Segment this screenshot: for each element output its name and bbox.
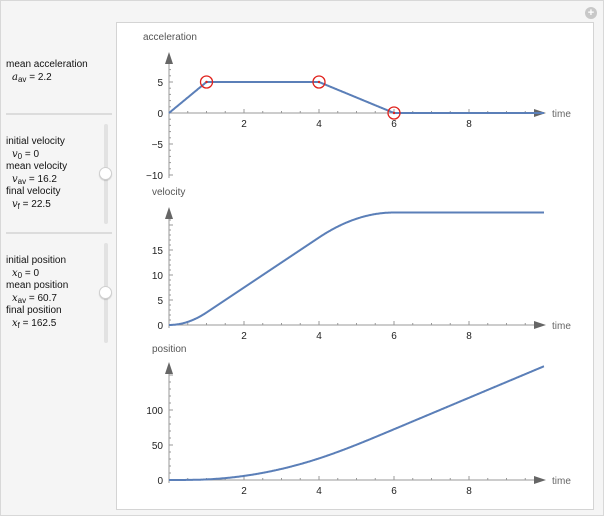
- chart-position: position time 2 4 6 8 0 50 100: [146, 344, 571, 497]
- symbol: v: [12, 198, 18, 210]
- symbol: a: [12, 71, 18, 83]
- y-tick-label: 15: [152, 246, 164, 257]
- y-tick-label: −10: [146, 171, 163, 182]
- acceleration-curve: [168, 81, 544, 114]
- divider: [6, 232, 112, 234]
- initial-velocity-value: = 0: [22, 148, 40, 160]
- final-velocity-label: final velocity: [6, 186, 61, 197]
- symbol: x: [12, 267, 18, 279]
- y-axis-arrow-icon: [165, 207, 173, 219]
- subscript: f: [17, 201, 20, 211]
- x-tick-label: 6: [391, 119, 397, 130]
- mean-position-value: = 60.7: [26, 292, 57, 304]
- final-position-label: final position: [6, 305, 62, 316]
- x-axis-arrow-icon: [534, 321, 546, 329]
- y-axis-arrow-icon: [165, 52, 173, 64]
- symbol: v: [12, 173, 18, 185]
- control-point-dot: [392, 111, 396, 115]
- x-axis-label: time: [552, 321, 571, 332]
- x-axis-label: time: [552, 109, 571, 120]
- symbol: x: [12, 317, 18, 329]
- control-point-handle[interactable]: [387, 106, 401, 120]
- x-tick-label: 2: [241, 331, 247, 342]
- x-tick-label: 6: [391, 486, 397, 497]
- x-tick-label: 2: [241, 486, 247, 497]
- x-tick-label: 8: [466, 486, 472, 497]
- x-axis-label: time: [552, 476, 571, 487]
- y-axis-arrow-icon: [165, 362, 173, 374]
- y-tick-label: 5: [157, 296, 163, 307]
- mean-position-label: mean position: [6, 280, 69, 291]
- y-tick-label: 100: [146, 406, 163, 417]
- chart-acceleration: acceleration time 2 4 6 8 5 0 −5 −10: [143, 32, 571, 182]
- final-velocity-value: = 22.5: [19, 198, 51, 210]
- x-tick-label: 4: [316, 331, 322, 342]
- position-readout: initial position x0 = 0 mean position xa…: [6, 255, 68, 330]
- velocity-curve: [169, 211, 544, 326]
- x-tick-label: 8: [466, 119, 472, 130]
- y-tick-label: 0: [157, 476, 163, 487]
- mean-acceleration-value: = 2.2: [26, 71, 52, 83]
- subscript: av: [17, 295, 27, 305]
- velocity-readout: initial velocity v0 = 0 mean velocity va…: [6, 136, 67, 211]
- subscript: 0: [17, 151, 23, 161]
- mean-velocity-label: mean velocity: [6, 161, 68, 172]
- divider: [6, 113, 112, 115]
- y-tick-label: −5: [152, 140, 164, 151]
- initial-velocity-label: initial velocity: [6, 136, 65, 147]
- y-axis-label: velocity: [152, 187, 185, 198]
- control-point-handle[interactable]: [199, 75, 214, 89]
- x-tick-label: 8: [466, 331, 472, 342]
- y-axis-label: acceleration: [143, 32, 197, 43]
- y-axis-label: position: [152, 344, 186, 355]
- control-point-handle[interactable]: [312, 75, 326, 89]
- symbol: v: [12, 148, 18, 160]
- subscript: 0: [17, 270, 23, 280]
- initial-position-value: = 0: [22, 267, 40, 279]
- position-curve: [169, 365, 545, 481]
- x-tick-label: 6: [391, 331, 397, 342]
- final-position-value: = 162.5: [19, 317, 57, 329]
- velocity-slider-thumb[interactable]: [99, 167, 112, 180]
- position-slider-thumb[interactable]: [99, 286, 112, 299]
- mean-velocity-value: = 16.2: [26, 173, 57, 185]
- x-tick-label: 4: [316, 119, 322, 130]
- subscript: av: [17, 176, 27, 186]
- plot-area: [116, 22, 594, 510]
- control-point-dot: [317, 80, 321, 84]
- x-axis-arrow-icon: [534, 476, 546, 484]
- x-tick-label: 2: [241, 119, 247, 130]
- chart-velocity: velocity time 2 4 6 8 0 5 10 15: [152, 187, 571, 342]
- mean-acceleration-label: mean acceleration: [6, 59, 88, 70]
- mean-acceleration-readout: mean acceleration aav = 2.2: [6, 59, 88, 84]
- x-tick-label: 4: [316, 486, 322, 497]
- y-tick-label: 0: [157, 109, 163, 120]
- initial-position-label: initial position: [6, 255, 67, 266]
- subscript: av: [17, 74, 27, 84]
- symbol: x: [12, 292, 18, 304]
- add-bookmark-icon[interactable]: +: [585, 7, 597, 19]
- subscript: f: [17, 320, 20, 330]
- control-point-dot: [205, 80, 208, 84]
- y-tick-label: 0: [157, 321, 163, 332]
- y-tick-label: 5: [157, 78, 163, 89]
- y-tick-label: 50: [152, 441, 164, 452]
- y-tick-label: 10: [152, 271, 164, 282]
